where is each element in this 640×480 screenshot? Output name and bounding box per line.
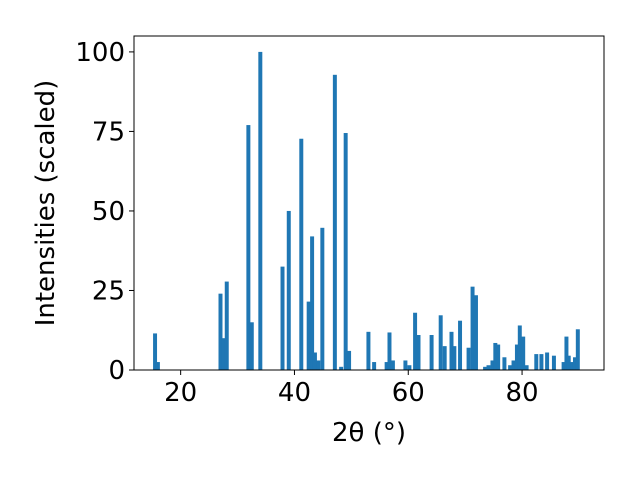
bar	[347, 350, 352, 370]
bar	[486, 365, 491, 370]
bar	[496, 344, 501, 370]
bar	[572, 357, 577, 370]
bar	[372, 362, 377, 370]
bar	[403, 360, 408, 370]
bar	[343, 133, 348, 370]
bar	[564, 336, 569, 370]
y-axis-label: Intensities (scaled)	[31, 80, 61, 327]
bar	[561, 362, 566, 370]
bar	[312, 352, 317, 370]
x-axis-label: 2θ (°)	[332, 418, 406, 448]
bar	[286, 210, 291, 370]
y-tick-label: 50	[92, 197, 125, 227]
bar	[514, 344, 519, 370]
bar	[390, 360, 395, 370]
bar	[299, 138, 304, 370]
bar	[442, 346, 447, 370]
bar	[483, 366, 488, 370]
y-axis-ticks: 0 25 50 75 100	[75, 38, 134, 386]
y-tick-label: 100	[75, 38, 125, 68]
bar	[332, 74, 337, 370]
plot-frame	[133, 35, 605, 371]
x-tick-label: 40	[278, 378, 311, 408]
bar	[466, 347, 471, 370]
bar	[387, 332, 392, 370]
bar	[438, 315, 443, 370]
bar	[493, 342, 498, 370]
bar	[155, 362, 160, 370]
bar	[449, 331, 454, 370]
bar	[524, 365, 529, 370]
x-tick-label: 60	[392, 378, 425, 408]
bar	[280, 266, 285, 370]
y-tick-label: 25	[92, 276, 125, 306]
bar	[521, 336, 526, 370]
bar	[310, 236, 315, 370]
x-axis-ticks: 20 40 60 80	[164, 370, 539, 408]
bar	[306, 301, 311, 370]
bar	[470, 286, 475, 370]
bar	[316, 360, 321, 370]
bar	[458, 320, 463, 370]
bar	[452, 346, 457, 370]
bar	[246, 125, 251, 370]
x-tick-label: 80	[506, 378, 539, 408]
bar	[566, 355, 571, 370]
bar	[575, 329, 580, 370]
bar	[539, 354, 544, 370]
bar	[502, 357, 507, 370]
bar	[366, 331, 371, 370]
bar	[416, 335, 421, 370]
bar	[218, 293, 223, 370]
x-tick-label: 20	[164, 378, 197, 408]
bar	[384, 362, 389, 370]
bar	[429, 335, 434, 370]
bar	[551, 355, 556, 370]
bar	[407, 365, 412, 370]
bar	[320, 227, 325, 370]
bar	[570, 362, 575, 370]
bar	[224, 281, 229, 370]
bar	[517, 325, 522, 370]
y-tick-label: 0	[108, 356, 125, 386]
bar	[249, 322, 254, 370]
bar	[221, 338, 226, 370]
y-tick-label: 75	[92, 117, 125, 147]
bar	[339, 366, 344, 370]
bar	[473, 295, 478, 370]
bar	[153, 333, 158, 370]
bar	[534, 354, 539, 370]
bar	[511, 360, 516, 370]
bar	[545, 352, 550, 370]
bar	[508, 365, 513, 370]
bar	[413, 312, 418, 370]
bar	[258, 51, 263, 371]
bar	[490, 360, 495, 370]
bars-group	[153, 51, 580, 371]
